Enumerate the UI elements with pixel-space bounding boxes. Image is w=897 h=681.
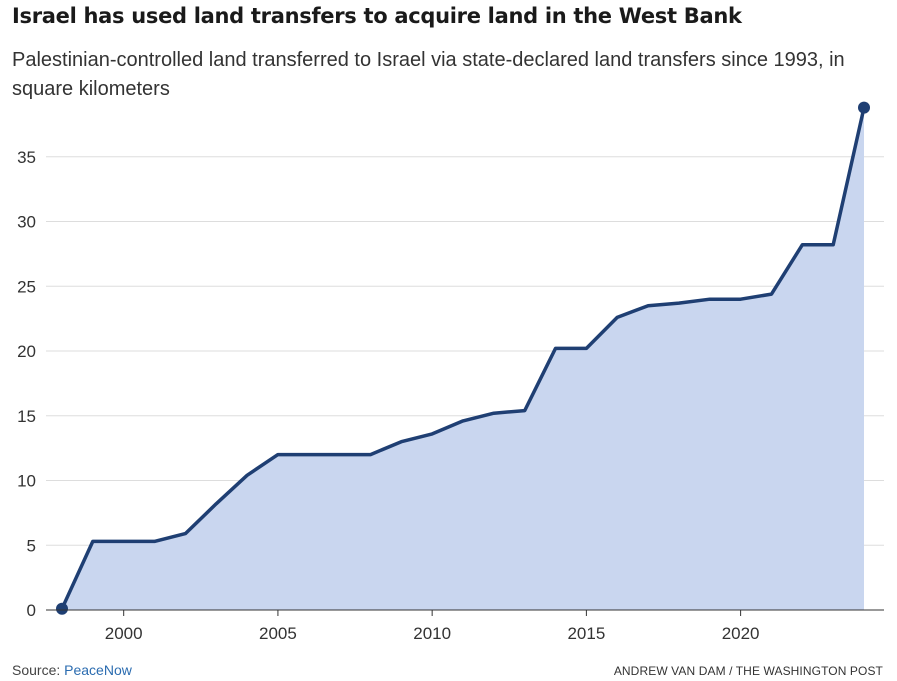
- x-axis-ticks: 2000 2005 2010 2015 2020: [105, 610, 760, 643]
- source-note: Source: PeaceNow: [12, 662, 132, 678]
- area-fill: [62, 107, 864, 610]
- y-tick-label: 10: [17, 472, 36, 491]
- x-tick-label: 2010: [413, 624, 451, 643]
- x-tick-label: 2015: [567, 624, 605, 643]
- y-tick-label: 20: [17, 342, 36, 361]
- y-tick-label: 35: [17, 148, 36, 167]
- chart-subtitle: Palestinian-controlled land transferred …: [12, 49, 845, 100]
- y-tick-label: 25: [17, 277, 36, 296]
- y-tick-label: 0: [27, 601, 36, 620]
- x-tick-label: 2005: [259, 624, 297, 643]
- credit-line: ANDREW VAN DAM / THE WASHINGTON POST: [613, 664, 883, 678]
- chart-title: Israel has used land transfers to acquir…: [12, 4, 742, 28]
- endpoint-markers: [56, 101, 870, 615]
- x-tick-label: 2020: [722, 624, 760, 643]
- series-line: [60, 107, 866, 610]
- end-point-marker: [858, 101, 870, 114]
- y-tick-label: 5: [27, 536, 36, 555]
- area-chart: 0 5 10 15 20 25 30 35 2000 2005 2010 2015 2020: [17, 101, 884, 643]
- y-tick-label: 15: [17, 407, 36, 426]
- y-axis-ticks: 0 5 10 15 20 25 30 35: [17, 148, 36, 620]
- start-point-marker: [56, 602, 68, 615]
- x-tick-label: 2000: [105, 624, 143, 643]
- source-label: Source:: [12, 662, 65, 678]
- y-tick-label: 30: [17, 213, 36, 232]
- source-link[interactable]: PeaceNow: [64, 662, 132, 678]
